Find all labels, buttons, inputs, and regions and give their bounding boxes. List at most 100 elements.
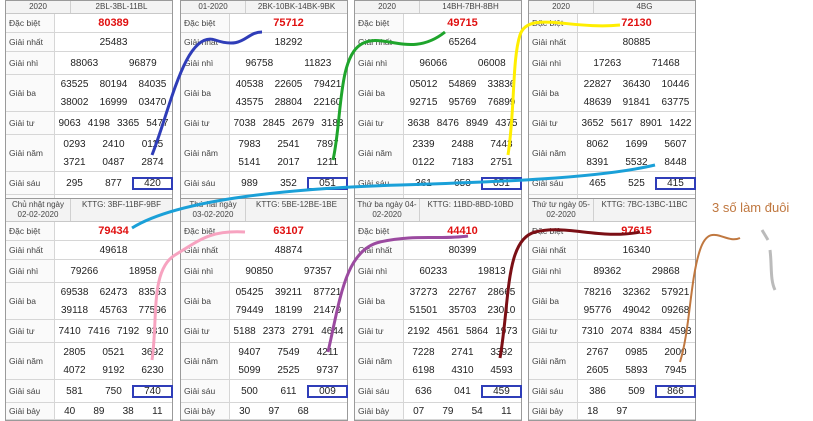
prize-row-g5: Giải năm 7228 2741 3392 6198 4310 4593	[355, 343, 521, 380]
prize-values: 0293 2410 0115 3721 0487 2874	[55, 135, 172, 171]
prize-row-g5: Giải năm 9407 7549 4211 5099 2525 9737	[181, 343, 347, 380]
prize-number: 49042	[622, 304, 651, 316]
prize-number: 22605	[274, 78, 303, 90]
ticket-header: Thứ ba ngày 04-02-2020 KTTG: 11BD-8BD-10B…	[355, 199, 521, 222]
prize-number: 5141	[238, 156, 261, 168]
prize-label: Giải năm	[355, 135, 404, 171]
prize-number: 2000	[664, 346, 687, 358]
ticket-date: 2020	[355, 1, 420, 13]
prize-row-g3: Giải ba 05425 39211 87721 79449 18199 21479	[181, 283, 347, 320]
prize-label: Giải bảy	[355, 403, 404, 419]
prize-number: 29868	[651, 265, 680, 277]
prize-number: 4310	[451, 364, 474, 376]
prize-label: Giải bảy	[529, 403, 578, 419]
prize-number: 03470	[138, 96, 167, 108]
prize-number: 041	[454, 385, 471, 397]
prize-label: Đặc biệt	[6, 14, 55, 32]
ticket-header: 01-2020 2BK-10BK-14BK-9BK	[181, 1, 347, 14]
prize-row-g5: Giải năm 7983 2541 7897 5141 2017 1211	[181, 135, 347, 172]
prize-number: 69538	[60, 286, 89, 298]
prize-row-db: Đặc biệt 72130	[529, 14, 695, 33]
prize-label: Giải tư	[355, 320, 404, 342]
prize-row-g5: Giải năm 2339 2488 7443 0122 7183 2751	[355, 135, 521, 172]
prize-row-g7: Giải bảy 30 97 68	[181, 403, 347, 420]
prize-values: 96758 11823	[230, 52, 347, 74]
prize-number: 96879	[128, 57, 157, 69]
prize-number: 4593	[669, 325, 692, 337]
special-prize-number: 97615	[621, 224, 652, 237]
result-ticket: Thứ tư ngày 05-02-2020 KTTG: 7BC-13BC-11B…	[528, 198, 696, 421]
prize-number: 23010	[487, 304, 516, 316]
prize-label: Giải tư	[529, 112, 578, 134]
prize-label: Giải ba	[6, 283, 55, 319]
prize-row-g1: Giải nhất 80885	[529, 33, 695, 52]
highlighted-number: 051	[306, 176, 348, 190]
highlighted-number: 415	[654, 176, 696, 190]
prize-row-g4: Giải tư 9063 4198 3365 5477	[6, 112, 172, 135]
prize-values: 49715	[404, 14, 521, 32]
prize-number: 7443	[490, 138, 513, 150]
prize-number: 89	[93, 405, 105, 417]
special-prize-number: 49715	[447, 16, 478, 29]
prize-row-g1: Giải nhất 18292	[181, 33, 347, 52]
prize-number: 11	[501, 405, 512, 417]
prize-number: 2791	[292, 325, 315, 337]
prize-number: 7897	[316, 138, 339, 150]
prize-number: 295	[66, 177, 83, 189]
result-ticket: Thứ hai ngày 03-02-2020 KTTG: 5BE-12BE-1B…	[180, 198, 348, 421]
prize-number: 4561	[436, 325, 459, 337]
prize-number: 4644	[321, 325, 344, 337]
prize-values: 25483	[55, 33, 172, 51]
prize-number: 3392	[490, 346, 513, 358]
prize-number: 053	[454, 177, 471, 189]
prize-number: 7228	[412, 346, 435, 358]
prize-number: 3638	[407, 117, 430, 129]
prize-label: Giải sáu	[529, 172, 578, 194]
prize-label: Giải năm	[181, 343, 230, 379]
prize-number: 91841	[622, 96, 651, 108]
prize-values: 30 97 68	[230, 403, 347, 419]
prize-values: 63107	[230, 222, 347, 240]
highlighted-number: 740	[131, 384, 173, 398]
prize-number: 76899	[487, 96, 516, 108]
prize-number: 7038	[233, 117, 256, 129]
prize-number: 57921	[661, 286, 690, 298]
squiggle-2	[768, 249, 777, 291]
prize-label: Giải ba	[355, 75, 404, 111]
prize-number: 2679	[292, 117, 315, 129]
prize-values: 581 750 740	[55, 380, 173, 402]
prize-number: 2373	[262, 325, 285, 337]
prize-row-g1: Giải nhất 48874	[181, 241, 347, 260]
prize-values: 8062 1699 5607 8391 5532 8448	[578, 135, 695, 171]
prize-row-g4: Giải tư 7310 2074 8384 4593	[529, 320, 695, 343]
prize-values: 65264	[404, 33, 521, 51]
prize-number: 09268	[661, 304, 690, 316]
special-prize-number: 44410	[447, 224, 478, 237]
prize-values: 88063 96879	[55, 52, 172, 74]
prize-number: 5893	[625, 364, 648, 376]
annotation-note: 3 số làm đuôi	[712, 200, 790, 215]
prize-label: Giải sáu	[6, 172, 55, 194]
special-prize-number: 80389	[98, 16, 129, 29]
prize-values: 16340	[578, 241, 695, 259]
prize-number: 2017	[277, 156, 300, 168]
prize-number: 4211	[316, 346, 339, 358]
prize-values: 44410	[404, 222, 521, 240]
prize-label: Đặc biệt	[529, 14, 578, 32]
prize-number: 79421	[313, 78, 342, 90]
prize-number: 80399	[448, 244, 477, 256]
prize-number: 5607	[664, 138, 687, 150]
prize-number: 22160	[313, 96, 342, 108]
prize-number: 2805	[63, 346, 86, 358]
prize-row-g1: Giải nhất 65264	[355, 33, 521, 52]
prize-number: 39118	[60, 304, 89, 316]
prize-number: 509	[628, 385, 645, 397]
prize-values: 7983 2541 7897 5141 2017 1211	[230, 135, 347, 171]
prize-row-g5: Giải năm 2767 0985 2000 2605 5893 7945	[529, 343, 695, 380]
prize-number: 2541	[277, 138, 300, 150]
highlighted-number: 420	[131, 176, 173, 190]
prize-label: Giải tư	[6, 320, 55, 342]
prize-row-g4: Giải tư 5188 2373 2791 4644	[181, 320, 347, 343]
prize-row-db: Đặc biệt 49715	[355, 14, 521, 33]
prize-label: Giải sáu	[181, 172, 230, 194]
